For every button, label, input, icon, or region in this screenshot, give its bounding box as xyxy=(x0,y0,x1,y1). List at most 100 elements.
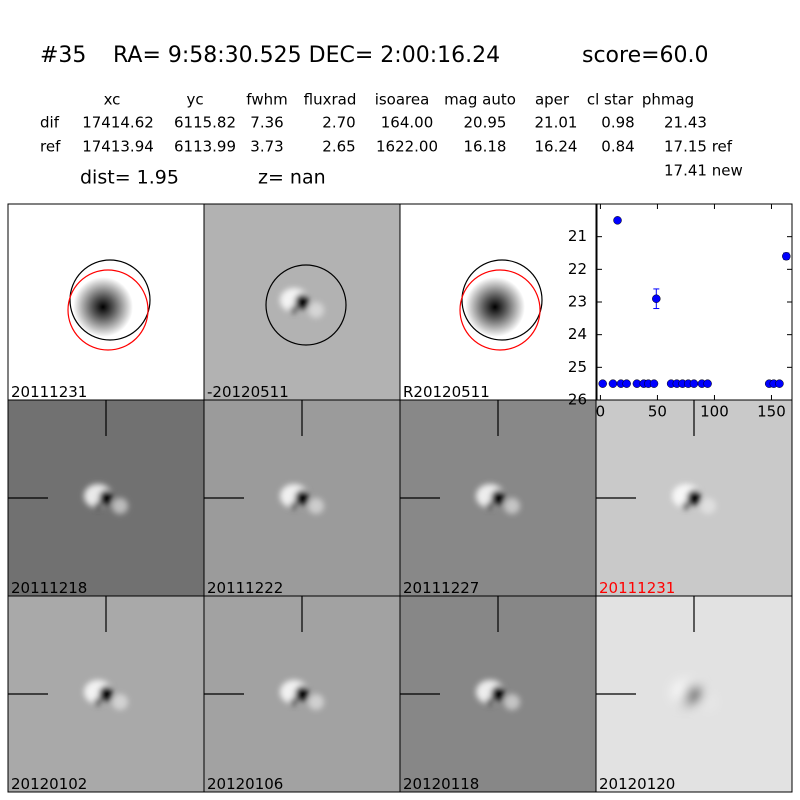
image-panel: 20120106 xyxy=(203,595,401,793)
lightcurve-chart: 21 22 23 24 25 26 0 50 100 150 xyxy=(568,203,793,421)
y-tick-label: 23 xyxy=(568,293,587,311)
image-panel: -20120511 xyxy=(203,203,401,401)
table-cell: 2.70 xyxy=(322,114,355,132)
residual-dark xyxy=(290,502,298,510)
image-panel: R20120511 xyxy=(399,203,597,401)
panel-label: 20120120 xyxy=(599,775,675,793)
table-cell: 164.00 xyxy=(381,114,434,132)
data-point xyxy=(598,379,607,388)
data-point xyxy=(782,252,791,261)
residual-light xyxy=(112,694,128,710)
data-point xyxy=(608,379,618,388)
y-tick-label: 21 xyxy=(568,227,587,245)
residual-dark xyxy=(682,698,690,706)
image-panel: 20120120 xyxy=(595,595,793,793)
data-point xyxy=(613,216,622,225)
panel-label: 20120118 xyxy=(403,775,479,793)
coordinates: RA= 9:58:30.525 DEC= 2:00:16.24 xyxy=(113,43,500,68)
panel-label: 20111227 xyxy=(403,579,479,597)
data-point xyxy=(689,379,699,388)
residual xyxy=(280,680,324,710)
residual-dark xyxy=(687,686,701,702)
residual-light xyxy=(504,498,520,514)
table-cell: 17.15 ref xyxy=(664,138,733,156)
source-spot xyxy=(73,277,133,337)
column-header: isoarea xyxy=(375,91,430,109)
column-header: yc xyxy=(186,91,203,109)
table-cell: 17413.94 xyxy=(82,138,154,156)
residual-dark xyxy=(295,686,309,702)
row-label: dif xyxy=(40,114,60,132)
residual-dark xyxy=(687,490,701,506)
residual-dark xyxy=(99,686,113,702)
y-tick-label: 22 xyxy=(568,260,587,278)
residual-dark xyxy=(99,490,113,506)
column-header: fluxrad xyxy=(304,91,357,109)
column-header: mag auto xyxy=(444,91,516,109)
candidate-id: #35 xyxy=(40,43,86,68)
x-tick-label: 100 xyxy=(700,403,729,421)
residual-dark xyxy=(290,698,298,706)
table-cell: 20.95 xyxy=(464,114,507,132)
panel-label: 20111218 xyxy=(11,579,87,597)
aperture-red xyxy=(67,269,149,351)
score: score=60.0 xyxy=(582,43,709,68)
column-header: cl star xyxy=(587,91,634,109)
table-cell: 21.43 xyxy=(664,114,707,132)
plot-area xyxy=(596,203,793,401)
table-cell: 0.98 xyxy=(601,114,634,132)
image-panel: 20111222 xyxy=(203,399,401,597)
residual-dark xyxy=(491,686,505,702)
residual xyxy=(672,680,716,710)
aperture-black xyxy=(461,259,543,341)
panel-label: 20120102 xyxy=(11,775,87,793)
panel-label: -20120511 xyxy=(207,383,289,401)
table-cell: 16.24 xyxy=(535,138,578,156)
data-point xyxy=(622,379,631,388)
aperture-black xyxy=(69,259,151,341)
source-spot xyxy=(465,277,525,337)
panel-label: 20111231 xyxy=(11,383,87,401)
residual-light xyxy=(700,694,716,710)
data-point xyxy=(652,294,661,303)
image-panel: 20111231 xyxy=(595,399,793,597)
panel-label: 20120106 xyxy=(207,775,283,793)
image-panel: 20120102 xyxy=(7,595,205,793)
residual-light xyxy=(308,498,324,514)
residual-dark xyxy=(290,306,298,314)
data-point xyxy=(649,379,659,388)
residual xyxy=(280,288,324,318)
column-header: aper xyxy=(535,91,570,109)
distance: dist= 1.95 xyxy=(80,167,179,189)
residual-light xyxy=(308,302,324,318)
residual xyxy=(84,680,128,710)
residual xyxy=(476,680,520,710)
table-cell: 0.84 xyxy=(601,138,634,156)
y-tick-label: 24 xyxy=(568,325,587,343)
table-cell: 6115.82 xyxy=(174,114,236,132)
x-tick-label: 50 xyxy=(648,403,667,421)
data-point xyxy=(703,379,712,388)
residual xyxy=(84,484,128,514)
table-cell: 1622.00 xyxy=(376,138,438,156)
aperture-red xyxy=(459,269,541,351)
image-panel: 20120118 xyxy=(399,595,597,793)
x-tick-label: 0 xyxy=(596,403,606,421)
residual-dark xyxy=(94,502,102,510)
residual-dark xyxy=(295,294,309,310)
table-cell: 16.18 xyxy=(464,138,507,156)
table-cell: 3.73 xyxy=(250,138,283,156)
residual-dark xyxy=(94,698,102,706)
column-header: phmag xyxy=(642,91,694,109)
panel-label: R20120511 xyxy=(403,383,490,401)
residual-light xyxy=(308,694,324,710)
residual xyxy=(672,484,716,514)
image-panel: 20111231 xyxy=(7,203,205,401)
aperture-black xyxy=(265,264,347,346)
residual-dark xyxy=(295,490,309,506)
column-header: xc xyxy=(104,91,121,109)
y-tick-label: 26 xyxy=(568,391,587,409)
y-tick-label: 25 xyxy=(568,358,587,376)
